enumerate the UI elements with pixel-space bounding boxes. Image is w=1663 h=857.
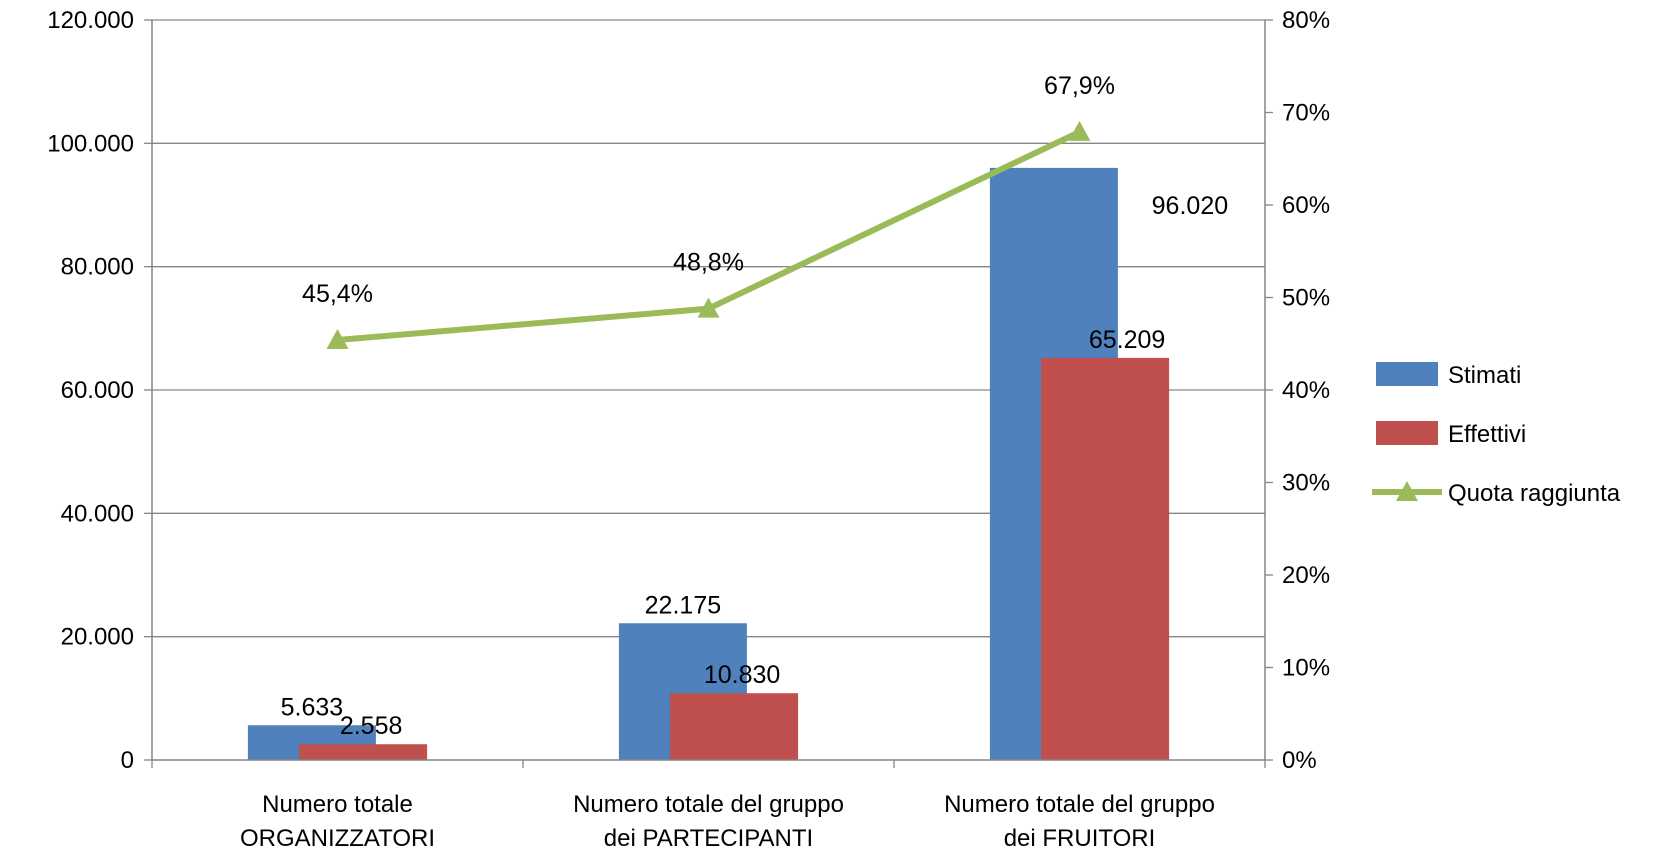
category-label: Numero totale (262, 791, 413, 818)
category-label: Numero totale del gruppo (573, 791, 844, 818)
right-tick-label: 10% (1282, 655, 1330, 682)
category-label: dei FRUITORI (1004, 825, 1156, 852)
right-tick-label: 80% (1282, 7, 1330, 34)
bar-value-label: 10.830 (704, 661, 780, 689)
category-label: Numero totale del gruppo (944, 791, 1215, 818)
left-tick-label: 60.000 (61, 377, 134, 404)
right-tick-label: 20% (1282, 562, 1330, 589)
line-marker (697, 297, 720, 318)
bar-effettivi (299, 744, 428, 760)
line-value-label: 48,8% (673, 249, 744, 277)
right-tick-label: 50% (1282, 285, 1330, 312)
left-axis-ticks: 0 20.000 40.000 60.000 80.000 100.000 120.000 (47, 7, 152, 774)
line-value-label: 67,9% (1044, 72, 1115, 100)
legend-swatch-marker (1396, 481, 1418, 501)
legend-swatch-stimati (1376, 362, 1438, 386)
right-axis-ticks: 0% 10% 20% 30% 40% 50% 60% 70% 80% (1265, 7, 1330, 774)
right-tick-label: 40% (1282, 377, 1330, 404)
bar-value-label: 22.175 (645, 591, 721, 619)
bar-effettivi (670, 693, 799, 760)
legend-label: Stimati (1448, 362, 1521, 389)
line-value-label: 45,4% (302, 280, 373, 308)
line-series (326, 120, 1091, 350)
bar-value-label: 65.209 (1089, 326, 1165, 354)
bar-value-label: 5.633 (281, 693, 344, 721)
data-labels: 5.633 22.175 96.020 2.558 10.830 65.209 45,4% 4… (281, 72, 1229, 740)
left-tick-label: 120.000 (47, 7, 134, 34)
line-marker (326, 329, 349, 350)
bar-value-label: 96.020 (1152, 192, 1228, 220)
bar-value-label: 2.558 (340, 712, 403, 740)
right-tick-label: 60% (1282, 192, 1330, 219)
legend-label: Quota raggiunta (1448, 480, 1621, 507)
bars (247, 167, 1170, 761)
left-tick-label: 20.000 (61, 624, 134, 651)
bar-effettivi (1041, 357, 1170, 760)
left-tick-label: 80.000 (61, 254, 134, 281)
left-tick-label: 0 (121, 747, 134, 774)
left-tick-label: 100.000 (47, 130, 134, 157)
right-tick-label: 30% (1282, 470, 1330, 497)
left-tick-label: 40.000 (61, 500, 134, 527)
right-tick-label: 70% (1282, 100, 1330, 127)
category-labels: Numero totale ORGANIZZATORI Numero totale … (240, 791, 1215, 852)
legend: Stimati Effettivi Quota raggiunta (1372, 362, 1621, 507)
legend-swatch-effettivi (1376, 421, 1438, 445)
legend-label: Effettivi (1448, 421, 1526, 448)
right-tick-label: 0% (1282, 747, 1317, 774)
category-label: dei PARTECIPANTI (604, 825, 813, 852)
category-label: ORGANIZZATORI (240, 825, 435, 852)
line-marker (1068, 120, 1091, 141)
